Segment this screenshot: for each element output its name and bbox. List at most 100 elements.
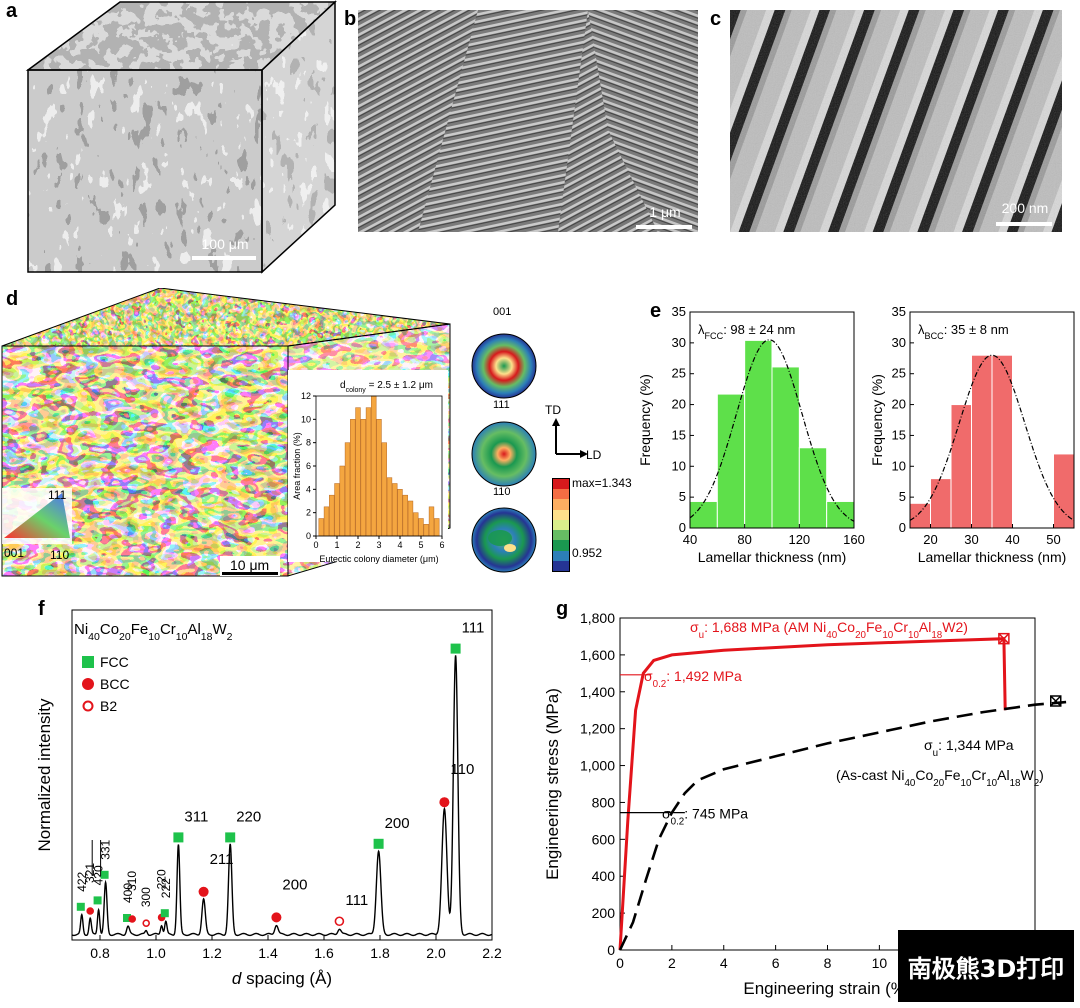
peak-index-label: 331 <box>99 839 113 859</box>
y-tick-label: 10 <box>672 458 686 473</box>
legend-marker-b2 <box>82 700 94 712</box>
y-tick-label: 20 <box>892 397 906 412</box>
histogram-bar <box>392 483 398 537</box>
y-tick-label: 15 <box>892 427 906 442</box>
y-tick-label: 12 <box>301 391 311 401</box>
x-axis-label: d spacing (Å) <box>232 969 332 988</box>
x-tick-label: 80 <box>737 532 751 547</box>
fcc-peak-marker <box>100 870 109 879</box>
legend-marker-fcc <box>82 656 94 668</box>
histogram-bar <box>434 518 440 537</box>
histogram-bar <box>771 366 800 529</box>
histogram-bar <box>428 506 435 537</box>
y-axis-label: Frequency (%) <box>869 374 885 466</box>
histogram-bar <box>991 354 1013 529</box>
panel-e-label: e <box>650 300 662 322</box>
panel-b-label: b <box>344 8 357 30</box>
x-tick-label: 2 <box>355 540 360 550</box>
x-tick-label: 30 <box>964 532 978 547</box>
fcc-peak-marker <box>160 909 169 918</box>
y-tick-label: 1,000 <box>580 758 615 774</box>
ipf-key-111: 111 <box>48 488 67 502</box>
histogram-bar <box>423 524 429 537</box>
xrd-spectrum-line <box>71 655 493 937</box>
histogram-bar <box>376 419 382 537</box>
fcc-lamellar-histogram: 40 80 120 160 0 5 10 15 20 25 30 35 Lamellar thickne… <box>637 304 865 565</box>
pole-figure-label-001: 001 <box>493 306 512 318</box>
x-tick-label: 20 <box>923 532 937 547</box>
histogram-bar <box>318 518 324 537</box>
x-tick-label: 1.4 <box>258 945 278 961</box>
panel-g-label: g <box>556 598 569 620</box>
x-tick-label: 120 <box>788 532 810 547</box>
pole-figure-label-110: 110 <box>493 486 511 498</box>
peak-index-label: 310 <box>125 871 139 891</box>
y-tick-label: 10 <box>301 414 311 424</box>
peak-index-label: 311 <box>184 808 208 825</box>
b2-peak-marker <box>334 916 345 927</box>
gaussian-fit-curve <box>909 354 1075 521</box>
histogram-bar <box>407 500 414 537</box>
y-tick-label: 400 <box>592 868 616 884</box>
fcc-peak-marker <box>123 914 131 922</box>
peak-index-label: 200 <box>282 876 307 893</box>
x-tick-label: 160 <box>843 532 865 547</box>
y-tick-label: 800 <box>592 794 616 810</box>
y-tick-label: 0 <box>607 942 615 958</box>
y-tick-label: 1,600 <box>580 647 615 663</box>
y-tick-label: 5 <box>899 489 906 504</box>
histogram-bar <box>716 393 746 529</box>
fcc-peak-marker <box>76 902 85 911</box>
am-fracture-marker <box>998 632 1010 645</box>
histogram-bar <box>329 494 335 537</box>
fcc-peak-marker <box>450 643 461 654</box>
histogram-bar <box>360 419 366 537</box>
histogram-bar <box>798 447 828 529</box>
td-axis-label: TD <box>545 403 561 417</box>
histogram-bar <box>381 442 387 537</box>
as-cast-label-annotation: (As-cast Ni40Co20Fe10Cr10Al18W2) <box>836 767 1044 789</box>
pole-figures <box>471 333 537 573</box>
plot-frame <box>71 609 493 941</box>
fracture-square <box>998 632 1010 645</box>
b2-peak-marker <box>142 919 150 927</box>
y-tick-label: 20 <box>672 397 686 412</box>
histogram-bar <box>971 354 993 529</box>
x-axis-label: Engineering strain (%) <box>743 979 911 998</box>
am-uts-annotation: σu: 1,688 MPa (AM Ni40Co20Fe10Cr10Al18W2… <box>690 619 968 641</box>
y-tick-label: 0 <box>899 520 906 535</box>
peak-index-label: 321 <box>83 863 97 883</box>
b2-peak-marker <box>439 797 450 807</box>
as-cast-yield-annotation: σ0.2: 745 MPa <box>662 806 748 828</box>
histogram-bar <box>402 494 408 537</box>
peak-index-label: 211 <box>210 851 234 868</box>
x-tick-label: 4 <box>397 540 402 550</box>
colorbar-step <box>553 540 569 551</box>
x-tick-label: 50 <box>1046 532 1060 547</box>
ipf-key-001: 001 <box>4 546 25 560</box>
histogram-bar <box>344 442 351 537</box>
plot-frame <box>909 311 1075 529</box>
y-tick-label: 30 <box>672 335 686 350</box>
histogram-bar <box>1053 453 1075 529</box>
am-yield-annotation: σ0.2: 1,492 MPa <box>644 668 742 690</box>
y-tick-label: 0 <box>306 531 311 541</box>
pole-figure-label-111: 111 <box>493 399 510 411</box>
y-tick-label: 4 <box>306 484 311 494</box>
fcc-peak-marker <box>225 832 236 843</box>
gaussian-fit-curve <box>689 339 855 522</box>
as-cast-uts-annotation: σu: 1,344 MPa <box>924 737 1014 759</box>
y-tick-label: 200 <box>592 905 616 921</box>
x-tick-label: 0 <box>313 540 318 550</box>
x-tick-label: 1 <box>334 540 339 550</box>
x-axis-label: Lamellar thickness (nm) <box>698 549 847 565</box>
y-tick-label: 35 <box>892 304 906 319</box>
panel-a-cube <box>25 0 337 274</box>
peak-index-label: 111 <box>345 892 368 909</box>
panel-d-scale-label: 10 μm <box>230 557 270 573</box>
x-tick-label: 2 <box>668 955 676 971</box>
fracture-square <box>1050 695 1062 707</box>
panel-b-sem <box>358 10 698 232</box>
ipf-key-110: 110 <box>50 548 70 562</box>
y-tick-label: 8 <box>306 438 311 448</box>
